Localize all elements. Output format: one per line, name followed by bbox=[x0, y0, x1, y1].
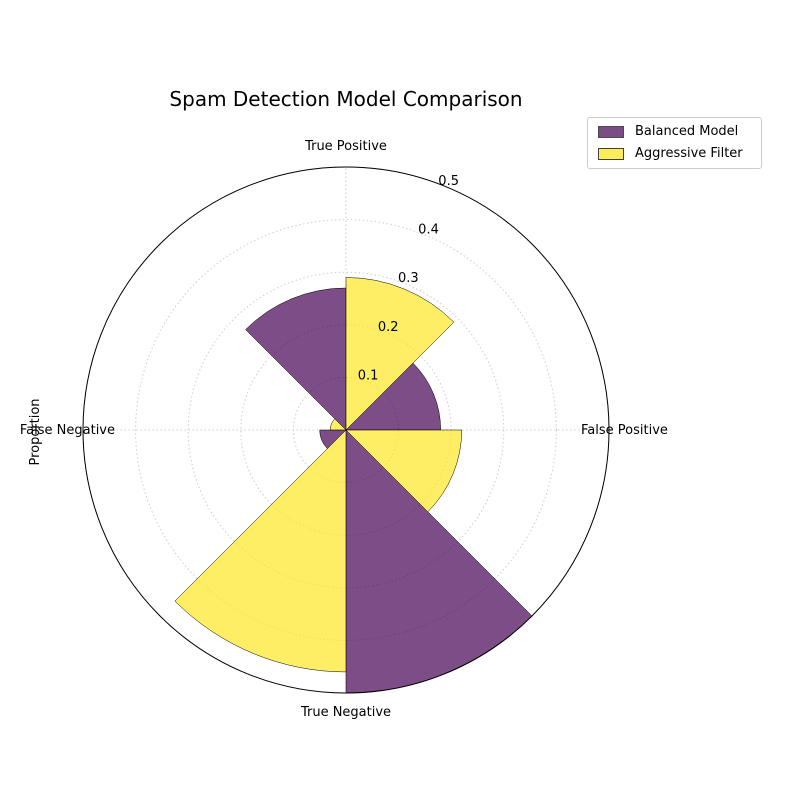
radial-tick-label: 0.3 bbox=[398, 271, 419, 286]
category-label: False Positive bbox=[581, 423, 668, 438]
category-label: True Positive bbox=[304, 139, 387, 154]
category-label: False Negative bbox=[20, 423, 115, 438]
bar-balanced-model-true-positive bbox=[245, 287, 347, 431]
legend-label: Aggressive Filter bbox=[635, 146, 743, 161]
chart-title: Spam Detection Model Comparison bbox=[169, 87, 522, 111]
legend-label: Balanced Model bbox=[635, 124, 739, 139]
legend-swatch bbox=[598, 126, 624, 138]
bar-balanced-model-false-positive bbox=[345, 362, 441, 431]
category-label: True Negative bbox=[300, 705, 391, 720]
legend: Balanced Model Aggressive Filter bbox=[587, 117, 762, 169]
polar-frame bbox=[82, 166, 610, 694]
radial-gridline bbox=[187, 271, 505, 589]
bar-aggressive-filter-false-positive bbox=[345, 429, 462, 513]
radial-tick-label: 0.4 bbox=[418, 223, 439, 238]
y-axis-label: Proportion bbox=[28, 398, 43, 465]
radial-gridline bbox=[135, 219, 557, 641]
radial-tick-label: 0.2 bbox=[378, 320, 399, 335]
bar-aggressive-filter-false-negative bbox=[329, 418, 347, 431]
bar-aggressive-filter-true-negative bbox=[174, 429, 347, 673]
legend-item-aggressive-filter: Aggressive Filter bbox=[598, 145, 743, 163]
radial-tick-label: 0.1 bbox=[358, 368, 379, 383]
radial-tick-label: 0.5 bbox=[438, 174, 459, 189]
legend-swatch bbox=[598, 148, 624, 160]
bar-aggressive-filter-true-positive bbox=[345, 277, 455, 431]
legend-item-balanced-model: Balanced Model bbox=[598, 123, 738, 141]
